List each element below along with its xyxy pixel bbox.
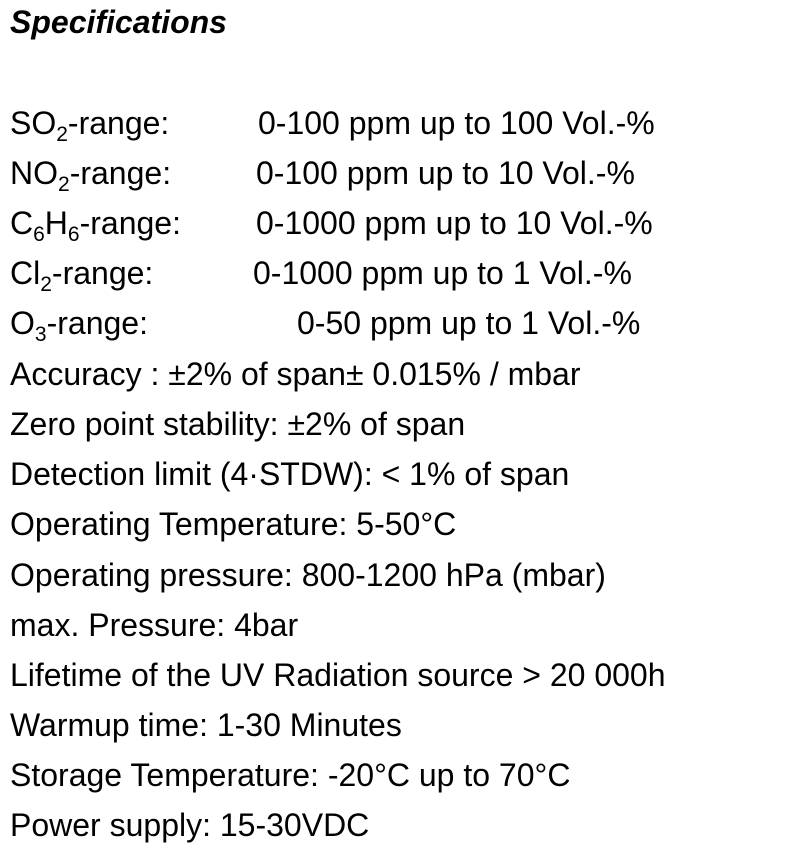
range-value: 0-100 ppm up to 100 Vol.-% (258, 105, 655, 141)
spec-uv-source-lifetime: Lifetime of the UV Radiation source > 20… (10, 657, 666, 693)
range-value: 0-50 ppm up to 1 Vol.-% (297, 305, 641, 341)
spec-max-pressure: max. Pressure: 4bar (10, 607, 299, 643)
range-line-o3: O3-range: 0-50 ppm up to 1 Vol.-% (10, 303, 640, 346)
spec-operating-pressure: Operating pressure: 800-1200 hPa (mbar) (10, 557, 606, 593)
range-value: 0-100 ppm up to 10 Vol.-% (256, 155, 635, 191)
spec-detection-limit: Detection limit (4·STDW): < 1% of span (10, 456, 570, 492)
gas-label: C6H6-range: (10, 205, 181, 246)
spec-operating-temperature: Operating Temperature: 5-50°C (10, 506, 457, 542)
gas-label: SO2-range: (10, 105, 170, 146)
gas-label: O3-range: (10, 305, 148, 346)
range-line-no2: NO2-range: 0-100 ppm up to 10 Vol.-% (10, 153, 635, 196)
range-line-cl2: Cl2-range: 0-1000 ppm up to 1 Vol.-% (10, 253, 632, 296)
range-value: 0-1000 ppm up to 1 Vol.-% (253, 255, 632, 291)
spec-power-supply: Power supply: 15-30VDC (10, 807, 370, 843)
range-line-so2: SO2-range: 0-100 ppm up to 100 Vol.-% (10, 103, 655, 146)
gas-label: Cl2-range: (10, 255, 154, 296)
range-line-c6h6: C6H6-range: 0-1000 ppm up to 10 Vol.-% (10, 203, 653, 246)
document-title: Specifications (10, 4, 227, 40)
spec-warmup-time: Warmup time: 1-30 Minutes (10, 707, 402, 743)
gas-label: NO2-range: (10, 155, 172, 196)
spec-accuracy: Accuracy : ±2% of span± 0.015% / mbar (10, 356, 581, 392)
spec-storage-temperature: Storage Temperature: -20°C up to 70°C (10, 757, 571, 793)
spec-zero-point-stability: Zero point stability: ±2% of span (10, 406, 466, 442)
range-value: 0-1000 ppm up to 10 Vol.-% (256, 205, 653, 241)
